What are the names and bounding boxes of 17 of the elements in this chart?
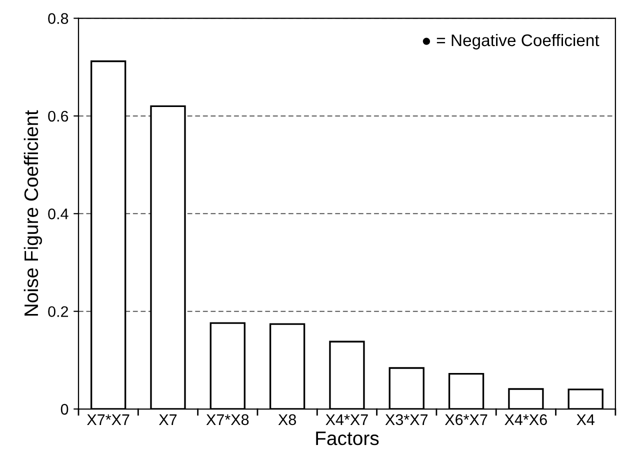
y-tick-label: 0: [60, 404, 68, 415]
y-tick-label: 0.6: [48, 110, 68, 122]
x-tick-label: X6*X7: [444, 414, 488, 426]
annotation: ● = Negative Coefficient: [422, 34, 600, 50]
x-tick-label: X3*X7: [385, 414, 428, 426]
x-tick-label: X7: [158, 414, 177, 425]
y-axis-title: Noise Figure Coefficient: [24, 110, 42, 316]
x-tick-label: X4: [576, 414, 595, 425]
y-tick-label: 0.8: [48, 13, 68, 24]
x-tick-label: X7*X7: [87, 414, 130, 425]
x-axis-title: Factors: [316, 432, 379, 446]
y-tick-label: 0.4: [48, 208, 68, 220]
x-tick-label: X4*X7: [326, 414, 368, 425]
x-tick-label: X8: [278, 414, 296, 426]
x-tick-label: X7*X8: [206, 414, 249, 426]
y-tick-label: 0.2: [48, 306, 68, 318]
x-tick-label: X4*X6: [504, 414, 547, 426]
